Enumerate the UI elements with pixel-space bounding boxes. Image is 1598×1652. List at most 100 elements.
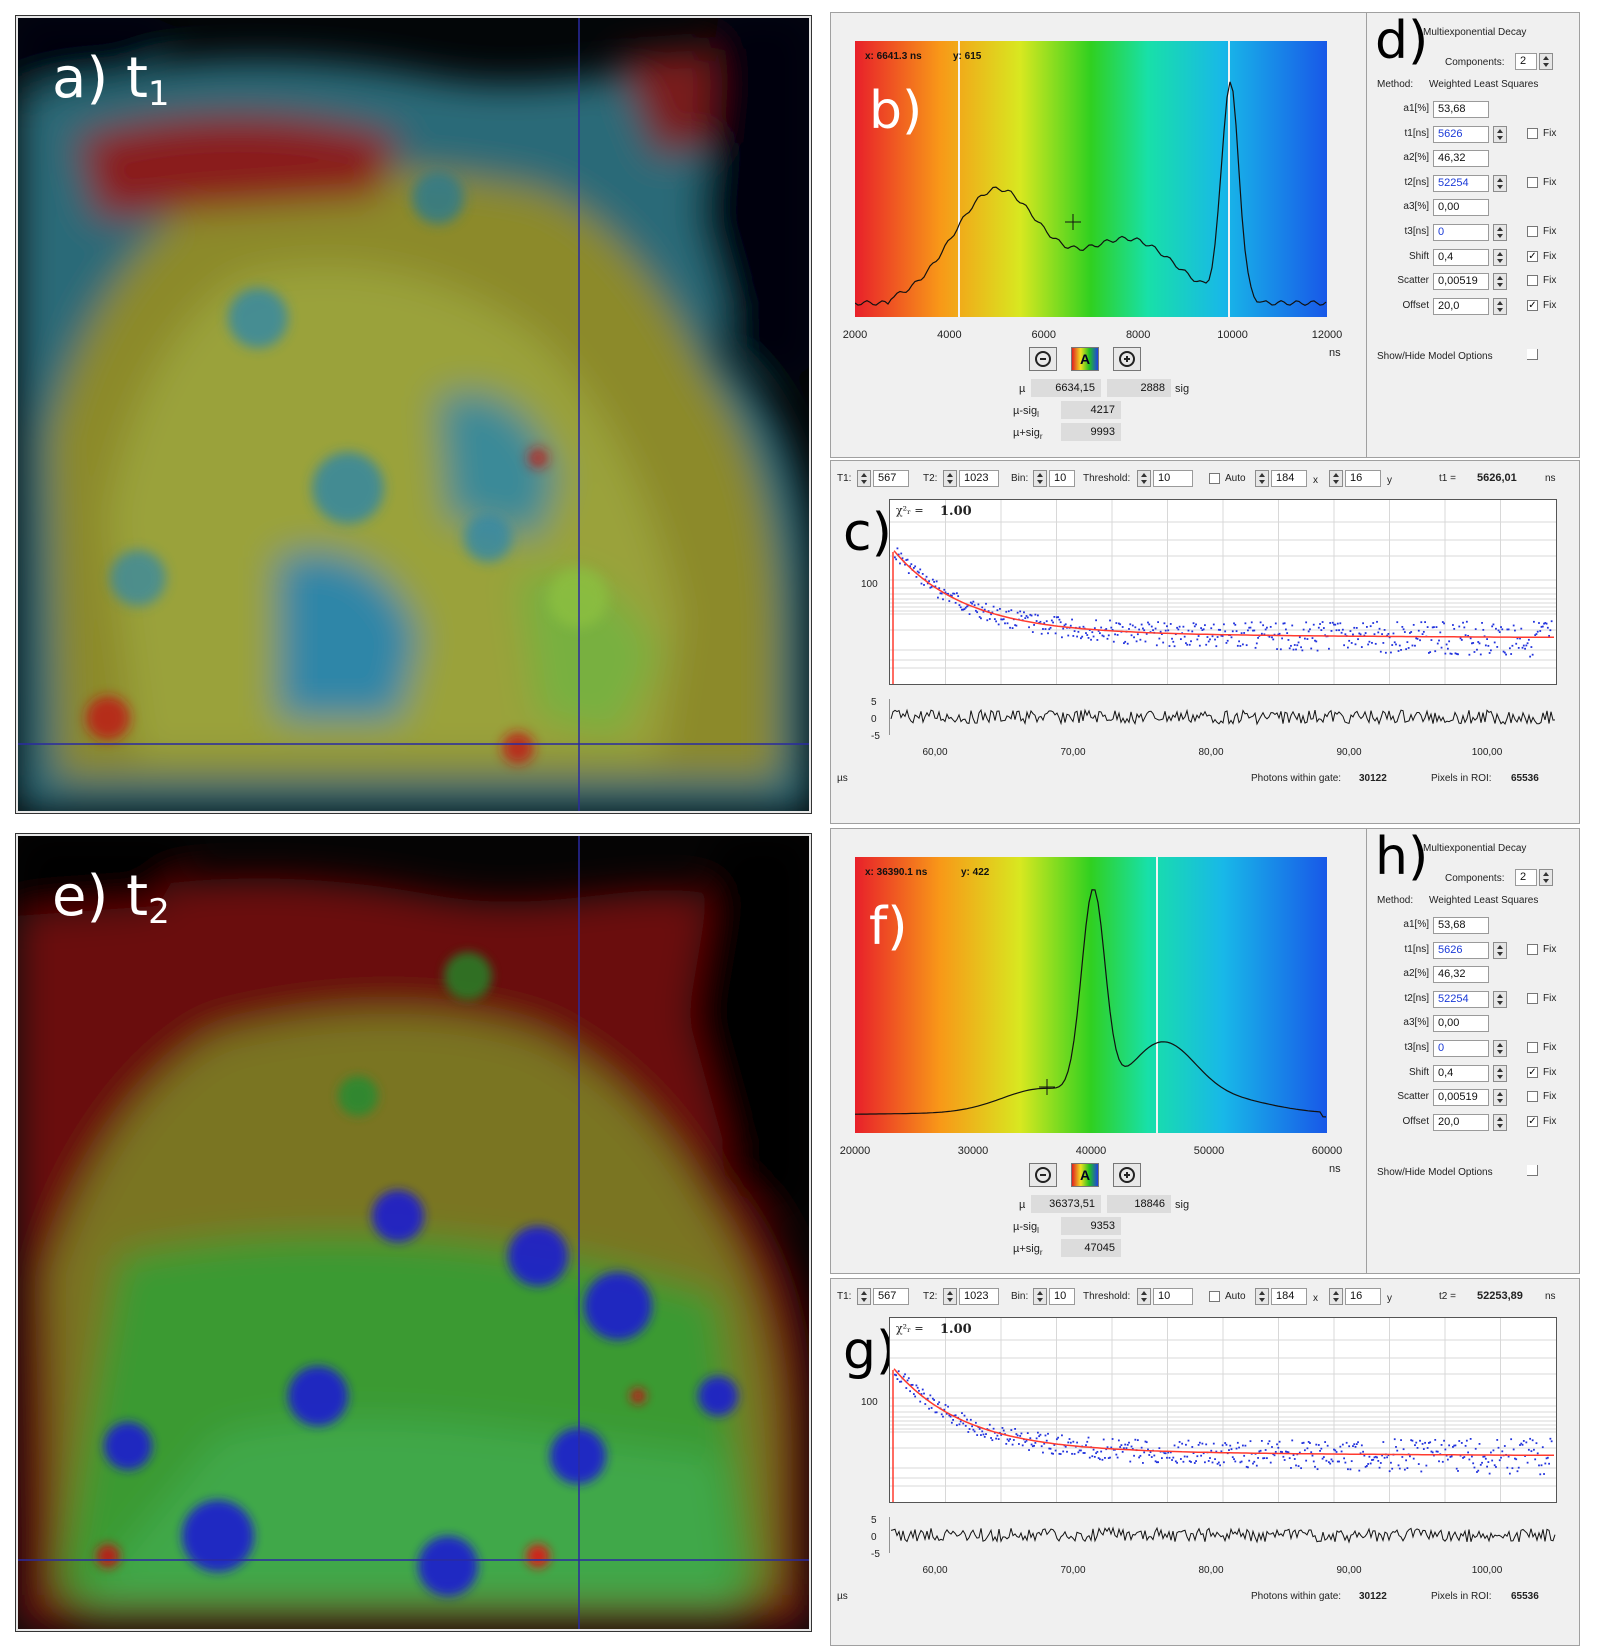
show-hide-model-options-link[interactable]: Show/Hide Model Options [1377, 1167, 1493, 1178]
bin-spinner[interactable] [1033, 470, 1047, 487]
fix-checkbox[interactable] [1527, 275, 1538, 287]
components-input[interactable]: 2 [1515, 53, 1537, 70]
bin-input[interactable]: 10 [1049, 470, 1075, 487]
data-point [1150, 1456, 1153, 1458]
zoom-out-button[interactable] [1029, 347, 1057, 371]
t2-spinner[interactable] [943, 470, 957, 487]
param-input[interactable]: 0,00 [1433, 1015, 1489, 1033]
param-spinner[interactable] [1493, 125, 1507, 143]
fix-checkbox[interactable]: ✓ [1527, 299, 1538, 311]
param-input[interactable]: 46,32 [1433, 966, 1489, 984]
histogram-chart-t1[interactable] [854, 41, 1327, 317]
y-spinner[interactable] [1329, 1288, 1343, 1305]
data-point [1138, 1456, 1141, 1459]
t2-spinner[interactable] [943, 1288, 957, 1305]
t2-input[interactable]: 1023 [959, 1288, 999, 1305]
data-point [1474, 628, 1477, 631]
bin-spinner[interactable] [1033, 1288, 1047, 1305]
param-spinner[interactable] [1493, 248, 1507, 266]
param-input[interactable]: 52254 [1433, 990, 1489, 1008]
decay-curve-chart[interactable]: χ²ᵣ = 1.00 [889, 499, 1557, 685]
param-input[interactable]: 20,0 [1433, 1113, 1489, 1131]
histogram-chart-t2[interactable] [855, 857, 1327, 1133]
param-spinner[interactable] [1493, 1113, 1507, 1131]
param-input[interactable]: 53,68 [1433, 101, 1489, 118]
show-hide-model-options-link[interactable]: Show/Hide Model Options [1377, 351, 1493, 362]
x-input[interactable]: 184 [1271, 1288, 1307, 1305]
t2-input[interactable]: 1023 [959, 470, 999, 487]
x-spinner[interactable] [1255, 1288, 1269, 1305]
param-input[interactable]: 52254 [1433, 174, 1489, 192]
param-input[interactable]: 46,32 [1433, 150, 1489, 168]
lifetime-image-t2[interactable]: e) t2 [15, 833, 812, 1632]
fix-checkbox[interactable]: ✓ [1527, 1115, 1538, 1127]
threshold-input[interactable]: 10 [1153, 470, 1193, 487]
show-hide-toggle[interactable] [1527, 349, 1538, 360]
param-spinner[interactable] [1493, 1064, 1507, 1082]
lifetime-image-t1[interactable]: a) t1 [15, 15, 812, 814]
param-spinner[interactable] [1493, 1040, 1507, 1057]
data-point [1517, 646, 1520, 649]
zoom-in-button[interactable] [1113, 1163, 1141, 1187]
fix-checkbox[interactable] [1527, 1091, 1538, 1103]
components-spinner[interactable] [1539, 53, 1553, 70]
param-spinner[interactable] [1493, 990, 1507, 1008]
zoom-in-button[interactable] [1113, 347, 1141, 371]
decay-curve-chart[interactable]: χ²ᵣ = 1.00 [889, 1317, 1557, 1503]
fix-checkbox[interactable]: ✓ [1527, 250, 1538, 262]
t1-input[interactable]: 567 [873, 1288, 909, 1305]
fix-checkbox[interactable] [1527, 226, 1538, 237]
x-spinner[interactable] [1255, 470, 1269, 487]
t1-spinner[interactable] [857, 1288, 871, 1305]
residual-chart[interactable] [888, 1517, 1557, 1553]
param-input[interactable]: 5626 [1433, 941, 1489, 959]
bin-input[interactable]: 10 [1049, 1288, 1075, 1305]
param-input[interactable]: 0 [1433, 1040, 1489, 1057]
auto-color-button[interactable]: A [1071, 1163, 1099, 1187]
param-input[interactable]: 53,68 [1433, 917, 1489, 934]
data-point [1083, 1452, 1086, 1454]
components-spinner[interactable] [1539, 869, 1553, 886]
zoom-out-button[interactable] [1029, 1163, 1057, 1187]
components-input[interactable]: 2 [1515, 869, 1537, 886]
threshold-spinner[interactable] [1137, 470, 1151, 487]
param-input[interactable]: 0,00 [1433, 199, 1489, 217]
param-spinner[interactable] [1493, 297, 1507, 315]
param-input[interactable]: 0,4 [1433, 1064, 1489, 1082]
param-spinner[interactable] [1493, 1089, 1507, 1107]
t1-spinner[interactable] [857, 470, 871, 487]
residual-chart[interactable] [888, 699, 1557, 735]
data-point [1225, 1443, 1228, 1446]
auto-checkbox[interactable] [1209, 1291, 1220, 1302]
param-input[interactable]: 0,00519 [1433, 273, 1489, 291]
auto-color-button[interactable]: A [1071, 347, 1099, 371]
fix-checkbox[interactable] [1527, 127, 1538, 139]
fix-checkbox[interactable] [1527, 943, 1538, 955]
param-input[interactable]: 0,4 [1433, 248, 1489, 266]
param-spinner[interactable] [1493, 174, 1507, 192]
data-point [1068, 1438, 1071, 1440]
fix-checkbox[interactable] [1527, 992, 1538, 1004]
fix-checkbox[interactable]: ✓ [1527, 1066, 1538, 1078]
param-input[interactable]: 0,00519 [1433, 1089, 1489, 1107]
y-input[interactable]: 16 [1345, 470, 1381, 487]
threshold-input[interactable]: 10 [1153, 1288, 1193, 1305]
fix-checkbox[interactable] [1527, 1042, 1538, 1053]
fix-checkbox[interactable] [1527, 176, 1538, 188]
data-point [1077, 1451, 1080, 1454]
auto-checkbox[interactable] [1209, 473, 1220, 484]
param-spinner[interactable] [1493, 941, 1507, 959]
data-point [1072, 1440, 1075, 1443]
param-input[interactable]: 20,0 [1433, 297, 1489, 315]
param-input[interactable]: 0 [1433, 224, 1489, 241]
param-spinner[interactable] [1493, 273, 1507, 291]
t1-input[interactable]: 567 [873, 470, 909, 487]
threshold-spinner[interactable] [1137, 1288, 1151, 1305]
data-point [923, 1392, 925, 1395]
param-input[interactable]: 5626 [1433, 125, 1489, 143]
param-spinner[interactable] [1493, 224, 1507, 241]
y-input[interactable]: 16 [1345, 1288, 1381, 1305]
show-hide-toggle[interactable] [1527, 1165, 1538, 1176]
y-spinner[interactable] [1329, 470, 1343, 487]
x-input[interactable]: 184 [1271, 470, 1307, 487]
